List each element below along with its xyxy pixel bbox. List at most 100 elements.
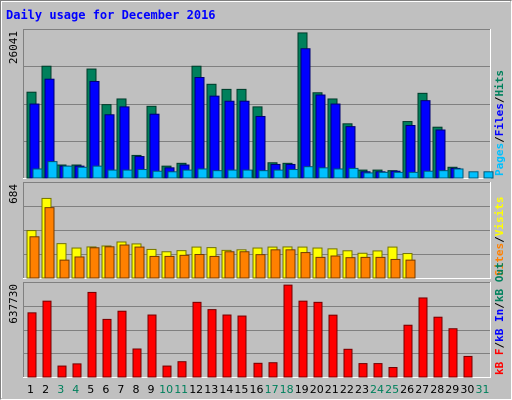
- bar-sites-day-26: [405, 259, 416, 279]
- bar-kb-f-day-24: [373, 363, 383, 378]
- bar-files-day-9: [149, 113, 160, 179]
- bar-kb-f-day-6: [102, 318, 112, 378]
- bar-kb-f-day-17: [268, 362, 278, 378]
- bar-files-day-27: [420, 100, 431, 179]
- bar-kb-f-day-2: [42, 300, 52, 378]
- bar-pages-day-1: [32, 168, 43, 179]
- bar-kb-f-day-5: [87, 291, 97, 378]
- x-tick-label-day-10: 10: [159, 383, 173, 396]
- bar-sites-day-7: [119, 244, 130, 279]
- bar-files-day-12: [194, 77, 205, 179]
- x-tick-label-day-9: 9: [148, 383, 155, 396]
- y-max-label-visits: 684: [7, 184, 20, 204]
- legend-visits: Sites/Visits: [493, 197, 506, 277]
- bar-sites-day-3: [59, 259, 70, 279]
- legend-entry-kb-in: kB In: [493, 309, 506, 342]
- x-tick-label-day-25: 25: [385, 383, 399, 396]
- legend-entry-kb-f: kB F: [493, 349, 506, 376]
- bar-kb-f-day-25: [388, 367, 398, 378]
- bar-sites-day-12: [194, 254, 205, 279]
- bar-pages-day-3: [62, 165, 73, 179]
- bar-files-day-16: [255, 115, 266, 179]
- x-tick-label-day-19: 19: [295, 383, 309, 396]
- bar-sites-day-14: [224, 251, 235, 279]
- x-tick-label-day-2: 2: [42, 383, 49, 396]
- x-tick-label-day-28: 28: [430, 383, 444, 396]
- bar-kb-f-day-3: [57, 365, 67, 378]
- bar-sites-day-2: [44, 207, 55, 279]
- bar-files-day-7: [119, 106, 130, 179]
- bar-pages-day-4: [77, 166, 88, 179]
- legend-entry-pages: Pages: [493, 143, 506, 176]
- x-tick-label-day-24: 24: [370, 383, 384, 396]
- bar-kb-f-day-18: [283, 284, 293, 378]
- bar-kb-f-day-13: [207, 309, 217, 378]
- bar-kb-f-day-12: [192, 301, 202, 378]
- bar-sites-day-25: [390, 258, 401, 279]
- y-max-label-kbytes: 637730: [7, 284, 20, 324]
- bar-sites-day-11: [179, 254, 190, 279]
- x-tick-label-day-18: 18: [280, 383, 294, 396]
- bar-pages-day-10: [167, 171, 178, 179]
- bar-files-day-20: [315, 94, 326, 179]
- x-tick-label-day-30: 30: [460, 383, 474, 396]
- bar-pages-day-17: [273, 169, 284, 179]
- bar-pages-day-6: [107, 169, 118, 179]
- bar-pages-day-11: [182, 169, 193, 179]
- legend-separator: /: [493, 236, 506, 243]
- bar-sites-day-4: [74, 256, 85, 279]
- bar-kb-f-day-19: [298, 300, 308, 378]
- x-tick-label-day-16: 16: [250, 383, 264, 396]
- legend-entry-files: Files: [493, 103, 506, 136]
- bar-pages-day-5: [92, 165, 103, 179]
- bar-pages-day-18: [288, 169, 299, 179]
- bar-pages-day-15: [242, 169, 253, 179]
- bar-pages-day-14: [227, 169, 238, 179]
- bar-pages-day-28: [438, 170, 449, 179]
- bar-pages-day-24: [378, 171, 389, 179]
- x-tick-label-day-3: 3: [57, 383, 64, 396]
- bar-kb-f-day-28: [433, 316, 443, 378]
- bar-pages-day-13: [212, 170, 223, 179]
- bar-pages-day-9: [152, 170, 163, 179]
- bar-sites-day-1: [29, 236, 40, 279]
- bar-files-day-1: [29, 103, 40, 179]
- x-tick-label-day-12: 12: [189, 383, 203, 396]
- bar-sites-day-22: [345, 257, 356, 279]
- legend-entry-hits: Hits: [493, 70, 506, 97]
- x-tick-label-day-6: 6: [102, 383, 109, 396]
- bar-sites-day-8: [134, 246, 145, 279]
- bar-kb-f-day-30: [463, 355, 473, 378]
- x-tick-label-day-31: 31: [476, 383, 490, 396]
- bar-kb-f-day-29: [448, 328, 458, 378]
- bar-pages-day-25: [393, 171, 404, 179]
- bar-sites-day-10: [164, 255, 175, 279]
- x-tick-label-day-1: 1: [27, 383, 34, 396]
- chart-title: Daily usage for December 2016: [6, 8, 216, 22]
- x-tick-label-day-15: 15: [234, 383, 248, 396]
- bar-sites-day-9: [149, 255, 160, 279]
- bar-files-day-5: [89, 80, 100, 179]
- bar-kb-f-day-8: [132, 348, 142, 378]
- legend-separator: /: [493, 342, 506, 349]
- legend-entry-sites: Sites: [493, 243, 506, 276]
- bar-kb-f-day-20: [313, 301, 323, 378]
- bar-pages-day-7: [122, 169, 133, 179]
- bar-sites-day-19: [300, 252, 311, 279]
- bar-sites-day-21: [330, 255, 341, 279]
- bar-files-day-15: [239, 100, 250, 179]
- x-tick-label-day-23: 23: [355, 383, 369, 396]
- x-tick-label-day-27: 27: [415, 383, 429, 396]
- legend-entry-kb-out: kB Out: [493, 262, 506, 302]
- bar-files-day-26: [405, 125, 416, 179]
- x-tick-label-day-5: 5: [87, 383, 94, 396]
- bar-sites-day-6: [104, 246, 115, 279]
- bar-pages-day-12: [197, 168, 208, 179]
- legend-usage: Pages/Files/Hits: [493, 70, 506, 176]
- bar-sites-day-18: [285, 249, 296, 279]
- bar-pages-day-16: [258, 170, 269, 179]
- x-tick-label-day-11: 11: [174, 383, 188, 396]
